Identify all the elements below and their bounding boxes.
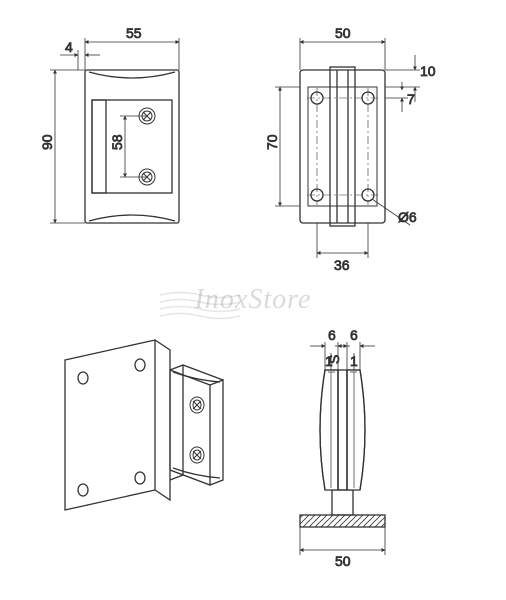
dim-1r: 1 [350, 353, 358, 369]
dim-6r: 6 [350, 327, 358, 343]
dim-58: 58 [109, 134, 125, 150]
dim-70: 70 [264, 134, 280, 150]
section-view [300, 370, 385, 527]
dim-dia6: Ø6 [398, 209, 417, 225]
dim-55: 55 [126, 25, 142, 41]
side-view [300, 67, 385, 226]
section-dims: 6 6 1 S 1 50 [300, 327, 385, 569]
dim-4: 4 [65, 39, 73, 55]
front-view [85, 70, 179, 223]
dim-50: 50 [335, 25, 351, 41]
dim-S: S [326, 355, 342, 364]
technical-drawing: 55 4 90 58 50 [0, 0, 506, 600]
dim-36: 36 [334, 257, 350, 273]
dim-50b: 50 [335, 553, 351, 569]
dim-90: 90 [39, 134, 55, 150]
iso-view [65, 340, 223, 510]
dim-7: 7 [407, 91, 415, 107]
watermark-waves [160, 293, 240, 319]
dim-6l: 6 [328, 327, 336, 343]
dim-10: 10 [420, 63, 436, 79]
side-dims: 50 10 7 70 Ø6 36 [264, 25, 436, 273]
